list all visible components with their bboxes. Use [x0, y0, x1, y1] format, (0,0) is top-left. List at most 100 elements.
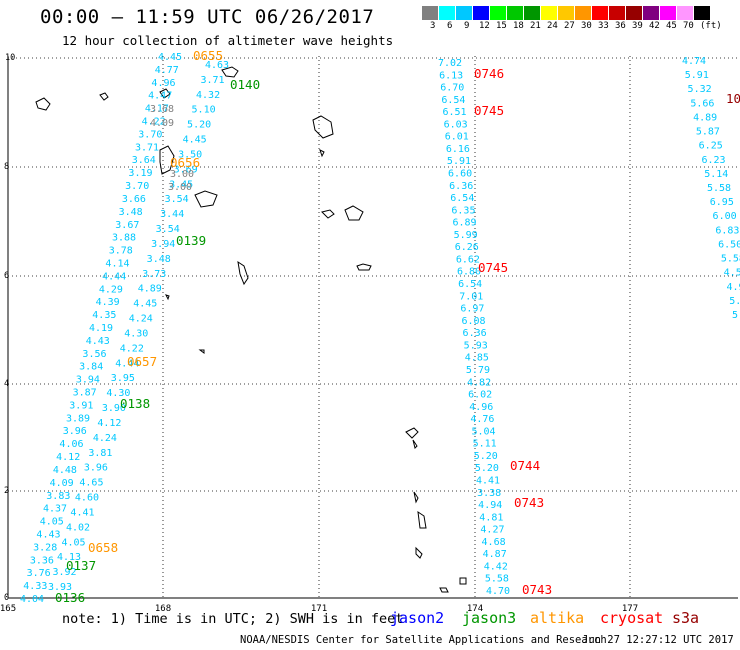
y-tick-4: 4 [4, 379, 9, 389]
generated-timestamp: Jun 27 12:27:12 UTC 2017 [582, 634, 734, 646]
x-tick-174: 174 [467, 604, 483, 614]
island-outline-9 [344, 205, 364, 221]
track-c-value: 4.68 [482, 537, 506, 548]
track-c-value: 6.51 [442, 107, 466, 118]
track-a-value: 4.35 [92, 310, 116, 321]
island-outline-4 [159, 145, 175, 175]
time-label-0657: 0657 [127, 354, 157, 369]
island-outline-15 [412, 439, 418, 449]
color-swatch-7 [541, 6, 558, 20]
color-tick-8: 27 [564, 21, 575, 31]
track-c-value: 6.36 [463, 328, 487, 339]
legend-jason3: jason3 [462, 609, 517, 627]
track-a-value: 3.36 [30, 555, 54, 566]
track-b-value: 4.13 [57, 552, 81, 563]
track-a-value: 3.88 [112, 233, 136, 244]
y-tick-8: 8 [4, 162, 9, 172]
track-b-value: 4.30 [106, 388, 130, 399]
track-c-value: 6.08 [461, 316, 485, 327]
track-a-value: 3.89 [66, 413, 90, 424]
island-outline-7 [194, 190, 218, 208]
track-a-value: 3.66 [122, 194, 146, 205]
color-swatch-9 [575, 6, 592, 20]
time-label-0658: 0658 [88, 540, 118, 555]
track-d-value: 6.25 [699, 141, 723, 152]
island-outline-6 [319, 149, 325, 158]
map-grid [8, 56, 738, 598]
track-c-value: 6.35 [451, 205, 475, 216]
track-b-value: 3.69 [174, 164, 198, 175]
track-a-value: 4.33 [23, 581, 47, 592]
track-b-value: 3.54 [165, 194, 189, 205]
track-a-value: 3.94 [76, 375, 100, 386]
color-swatch-0 [422, 6, 439, 20]
color-swatch-3 [473, 6, 490, 20]
x-tick-177: 177 [622, 604, 638, 614]
track-c-value: 4.76 [470, 414, 494, 425]
track-c-value: 6.13 [439, 70, 463, 81]
track-b-value: 4.32 [196, 90, 220, 101]
color-swatch-14 [660, 6, 677, 20]
track-b-value: 4.30 [124, 328, 148, 339]
track-b-value: 4.24 [93, 433, 117, 444]
y-tick-10: 10 [5, 53, 15, 63]
island-outline-14 [405, 427, 419, 439]
track-c-value: 4.70 [486, 586, 510, 597]
track-c-value: 6.80 [457, 267, 481, 278]
time-label-0746: 0746 [474, 66, 504, 81]
track-b-value: 4.24 [129, 314, 153, 325]
color-swatch-6 [524, 6, 541, 20]
track-a-value: 4.37 [43, 504, 67, 515]
gray-value: 3.68 [150, 104, 174, 115]
color-legend [422, 6, 711, 20]
track-b-value: 4.89 [138, 284, 162, 295]
track-c-value: 5.20 [475, 463, 499, 474]
track-a-value: 3.87 [73, 388, 97, 399]
track-c-value: 4.94 [478, 500, 502, 511]
track-c-value: 6.26 [455, 242, 479, 253]
track-d-value: 5.66 [690, 98, 714, 109]
track-c-value: 6.60 [448, 169, 472, 180]
time-label-0137: 0137 [66, 558, 96, 573]
track-a-value: 4.45 [158, 52, 182, 63]
track-b-value: 3.90 [102, 403, 126, 414]
track-b-value: 4.60 [75, 493, 99, 504]
track-c-value: 6.54 [450, 193, 474, 204]
color-tick-7: 24 [547, 21, 558, 31]
track-b-value: 3.71 [201, 75, 225, 86]
track-c-value: 6.02 [468, 390, 492, 401]
island-outline-3 [221, 66, 239, 78]
track-a-value: 4.04 [20, 594, 44, 605]
island-outline-17 [417, 510, 427, 529]
island-outline-13 [198, 349, 205, 354]
track-c-value: 4.27 [480, 525, 504, 536]
track-b-value: 3.96 [84, 463, 108, 474]
track-b-value: 3.54 [156, 224, 180, 235]
time-label-0136: 0136 [55, 590, 85, 605]
track-a-value: 4.12 [56, 452, 80, 463]
track-a-value: 3.64 [132, 155, 156, 166]
track-b-value: 3.94 [151, 239, 175, 250]
color-tick-15: 70 [683, 21, 694, 31]
track-d-value: 4.9 [726, 282, 740, 293]
color-swatch-11 [609, 6, 626, 20]
track-c-value: 4.96 [469, 402, 493, 413]
track-a-value: 3.19 [128, 168, 152, 179]
time-label-0656: 0656 [170, 155, 200, 170]
track-d-value: 4.74 [682, 56, 706, 67]
color-legend-ticks: 3 6 9 12 15 18 21 24 27 30 33 36 39 42 45 70 (ft) [422, 21, 740, 33]
gray-value: 3.00 [168, 182, 192, 193]
island-outline-18 [415, 546, 423, 559]
x-tick-168: 168 [155, 604, 171, 614]
track-c-value: 5.58 [485, 574, 509, 585]
legend-cryosat: cryosat [600, 609, 664, 627]
track-c-value: 4.85 [465, 353, 489, 364]
track-d-value: 6.95 [710, 197, 734, 208]
color-swatch-16 [694, 6, 711, 20]
color-swatch-8 [558, 6, 575, 20]
color-tick-16: (ft) [700, 21, 722, 31]
color-swatch-12 [626, 6, 643, 20]
track-c-value: 3.38 [477, 488, 501, 499]
track-b-value: 4.12 [97, 418, 121, 429]
